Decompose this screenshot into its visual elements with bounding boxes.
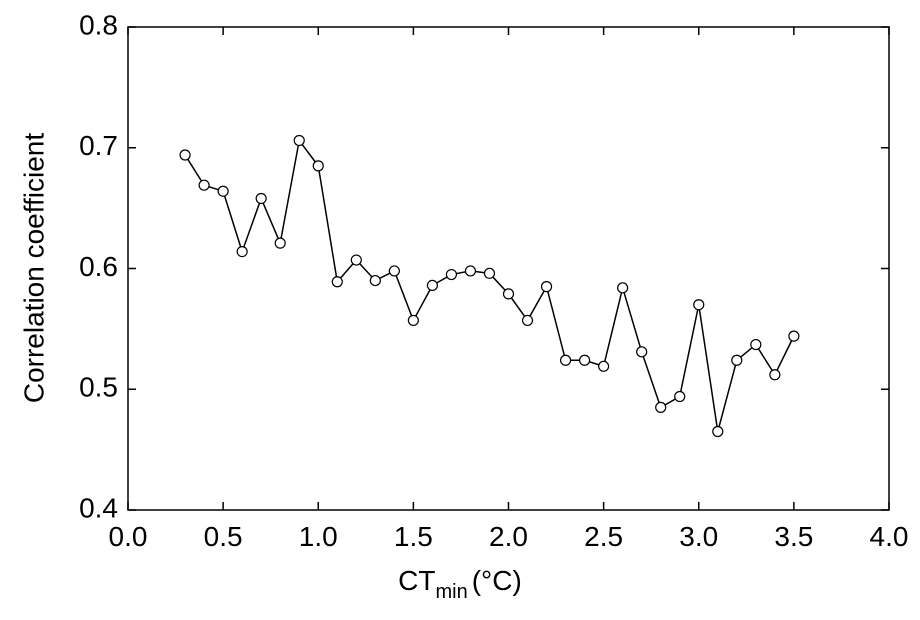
y-tick-label: 0.7 [79, 130, 118, 161]
data-point [198, 179, 210, 191]
data-point [369, 274, 381, 287]
x-tick-label: 1.0 [299, 521, 338, 552]
x-tick-label: 2.0 [489, 521, 528, 552]
data-line [184, 138, 795, 432]
x-label-unit: (°C) [472, 565, 522, 596]
data-point [388, 265, 400, 277]
data-point [769, 369, 781, 381]
data-point [426, 279, 438, 292]
data-point [712, 425, 724, 438]
data-point [312, 160, 324, 172]
data-point [236, 245, 248, 258]
data-point [559, 354, 572, 366]
y-tick-label: 0.4 [79, 492, 118, 523]
y-axis-label: Correlation coefficient [18, 133, 49, 404]
data-point [750, 338, 762, 351]
x-axis-label: CTmin (°C) [398, 565, 522, 603]
data-point [179, 149, 191, 161]
x-tick-label: 3.0 [679, 521, 718, 552]
data-point [293, 134, 305, 147]
data-point [350, 254, 362, 266]
x-tick-label: 4.0 [870, 521, 909, 552]
data-point [598, 360, 610, 372]
x-tick-label: 3.5 [774, 521, 813, 552]
x-tick-label: 0.5 [204, 521, 243, 552]
data-point [578, 354, 591, 366]
plot-frame [127, 26, 890, 511]
x-tick-label: 0.0 [109, 521, 148, 552]
data-point [636, 346, 648, 358]
y-tick-label: 0.6 [79, 251, 118, 282]
data-point [617, 282, 629, 294]
y-tick-label: 0.8 [79, 9, 118, 40]
x-tick-label: 2.5 [584, 521, 623, 552]
data-point [445, 268, 458, 281]
data-point [255, 192, 267, 205]
data-point [464, 265, 477, 277]
data-point [655, 401, 667, 413]
data-point [407, 314, 419, 327]
data-point [693, 299, 705, 311]
x-tick-label: 1.5 [394, 521, 433, 552]
x-label-main: CT [398, 565, 435, 596]
data-point [521, 314, 534, 327]
data-point [731, 354, 743, 366]
data-point [274, 237, 286, 249]
y-tick-label: 0.5 [79, 372, 118, 403]
data-point [674, 390, 686, 403]
data-point [331, 276, 343, 288]
data-point [788, 330, 800, 342]
x-label-subscript: min [436, 581, 468, 603]
data-point [483, 267, 496, 279]
data-point [540, 281, 553, 293]
data-point [217, 185, 229, 197]
data-point [502, 288, 515, 300]
